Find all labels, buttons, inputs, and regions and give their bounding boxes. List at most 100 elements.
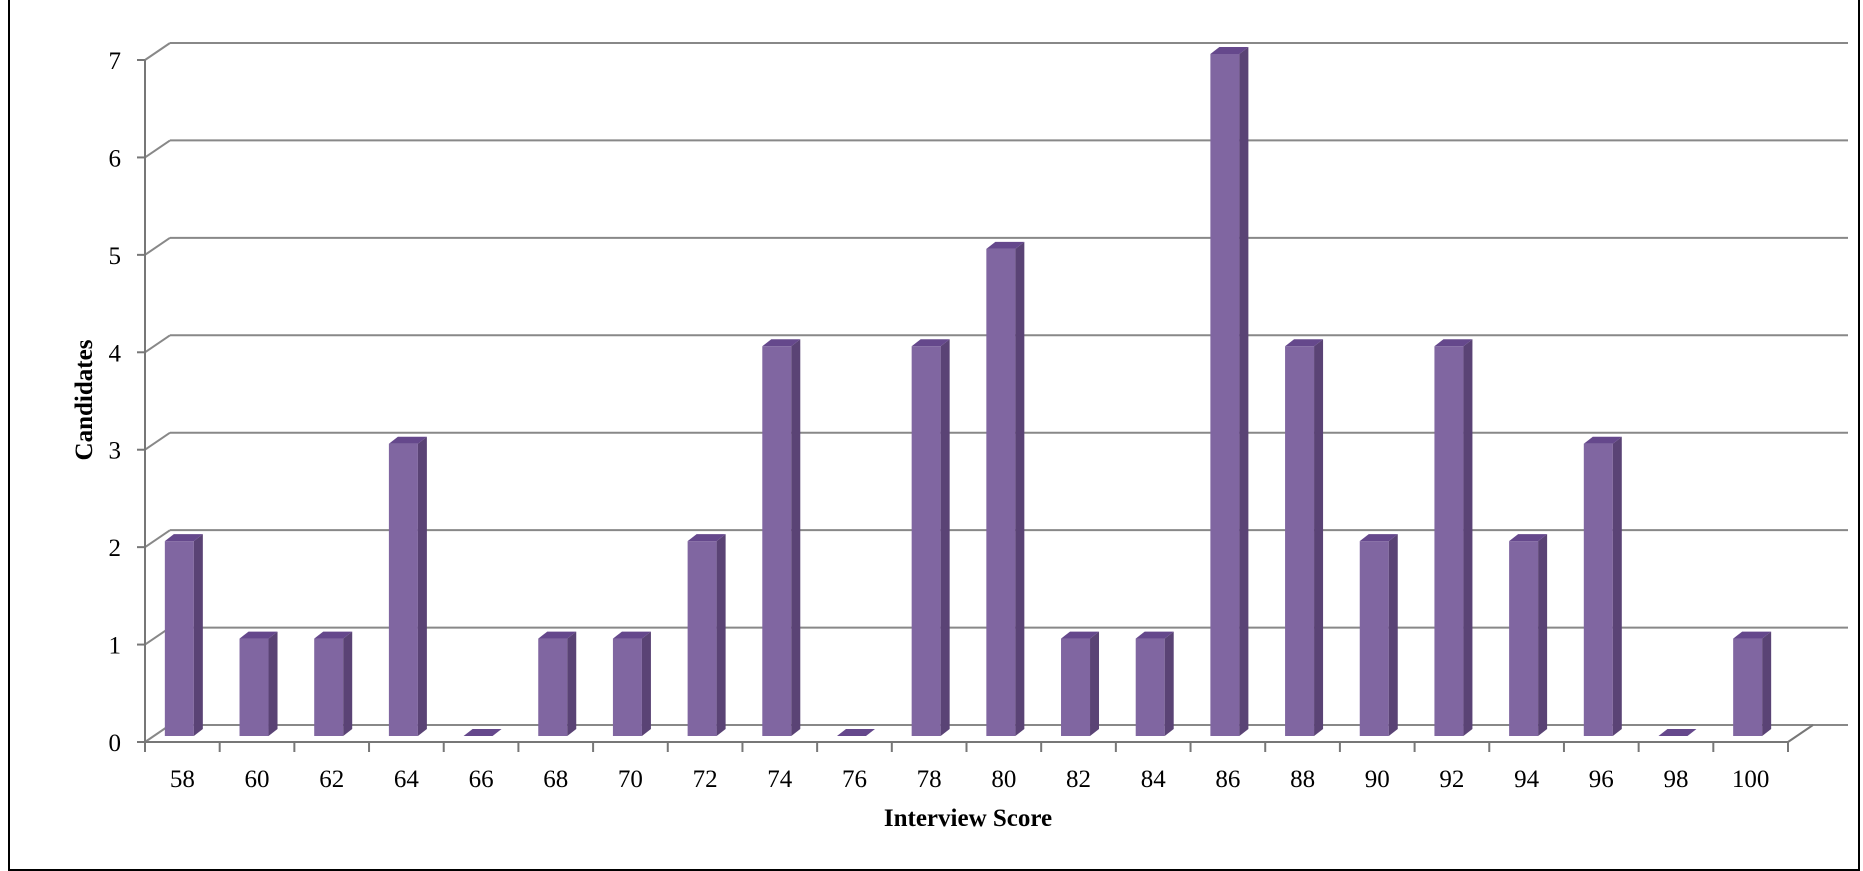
y-tick-label: 3 [109, 438, 122, 465]
x-tick-label: 100 [1732, 766, 1770, 793]
bar-front [1285, 346, 1315, 736]
x-tick-label: 94 [1514, 766, 1540, 793]
bar-side [417, 436, 427, 736]
bar-top [239, 631, 278, 639]
bar-front [239, 638, 269, 736]
bar-side [268, 631, 278, 736]
bar-top [911, 339, 950, 347]
bar-front [1509, 541, 1539, 736]
bar-front [1733, 638, 1763, 736]
bar-top [1434, 339, 1473, 347]
x-tick-label: 82 [1066, 766, 1091, 793]
bar-top [1733, 631, 1772, 639]
x-axis-title: Interview Score [884, 805, 1052, 832]
y-tick-label: 1 [109, 633, 122, 660]
bar-side [940, 339, 950, 736]
y-tick-label: 6 [109, 145, 122, 172]
bar-side [1239, 47, 1249, 736]
bar-top [612, 631, 651, 639]
y-tick-label: 2 [109, 535, 122, 562]
bar [538, 631, 577, 736]
x-tick-label: 72 [693, 766, 718, 793]
bar [314, 631, 353, 736]
x-tick-label: 64 [394, 766, 420, 793]
bar [762, 339, 801, 736]
x-tick-label: 58 [170, 766, 195, 793]
bar-top [388, 436, 427, 444]
bar-side [641, 631, 651, 736]
bar [1285, 339, 1324, 736]
x-tick-label: 78 [917, 766, 942, 793]
y-tick-label: 7 [109, 48, 122, 75]
bar [1658, 729, 1697, 736]
bar-top [164, 534, 203, 542]
bar-side [343, 631, 353, 736]
gridline-side [144, 431, 171, 451]
bar-side [1015, 241, 1025, 736]
bar-top [538, 631, 577, 639]
bar-side [1090, 631, 1100, 736]
bars [164, 47, 1772, 736]
bar [463, 729, 502, 736]
bar [612, 631, 651, 736]
gridline-side [144, 529, 171, 548]
bar-front [762, 346, 792, 736]
gridline-side [144, 237, 171, 256]
bar-top [314, 631, 353, 639]
bar-front [1359, 541, 1389, 736]
bar [986, 241, 1025, 736]
bar-top [836, 729, 875, 736]
bar-front [612, 638, 642, 736]
bar-top [1359, 534, 1398, 542]
bar-top [1135, 631, 1174, 639]
bar [1733, 631, 1772, 736]
bar-top [762, 339, 801, 347]
bar [164, 534, 203, 736]
bar-side [193, 534, 203, 736]
bar [836, 729, 875, 736]
bar-front [314, 638, 344, 736]
bar-front [1135, 638, 1165, 736]
bar-front [1061, 638, 1091, 736]
bar-top [1658, 729, 1697, 736]
bar-side [1388, 534, 1398, 736]
x-tick-label: 74 [767, 766, 793, 793]
bar-top [1210, 47, 1249, 54]
gridline-side [144, 42, 171, 61]
bar-side [1762, 631, 1772, 736]
bar [1359, 534, 1398, 736]
y-axis-title: Candidates [71, 339, 98, 460]
bar [1583, 436, 1622, 736]
bar-top [1061, 631, 1100, 639]
bar-side [716, 534, 726, 736]
bar-front [1583, 443, 1613, 736]
bar-front [538, 638, 568, 736]
bar [1509, 534, 1548, 736]
bar-top [463, 729, 502, 736]
y-tick-label: 0 [109, 730, 122, 757]
bar-top [1285, 339, 1324, 347]
bar-front [911, 346, 941, 736]
bar-side [1538, 534, 1548, 736]
bar-front [388, 443, 418, 736]
bar-top [1583, 436, 1622, 444]
gridline-side [144, 334, 171, 354]
bar-side [1463, 339, 1473, 736]
bar-front [164, 541, 194, 736]
bar [388, 436, 427, 736]
y-tick-label: 4 [109, 340, 122, 367]
bar [1434, 339, 1473, 736]
bar-side [1314, 339, 1324, 736]
bar [1061, 631, 1100, 736]
x-tick-label: 84 [1141, 766, 1167, 793]
tick-labels: 0 1 2 3 4 5 6 7 58 60 62 64 66 68 70 72 74 76 78 80 82 84 86 88… [109, 48, 1770, 793]
bar [687, 534, 726, 736]
x-tick-label: 96 [1589, 766, 1614, 793]
gridline-side [144, 139, 171, 159]
x-tick-label: 90 [1365, 766, 1390, 793]
bar-top [687, 534, 726, 542]
bar [911, 339, 950, 736]
bar-top [1509, 534, 1548, 542]
x-tick-label: 62 [319, 766, 344, 793]
